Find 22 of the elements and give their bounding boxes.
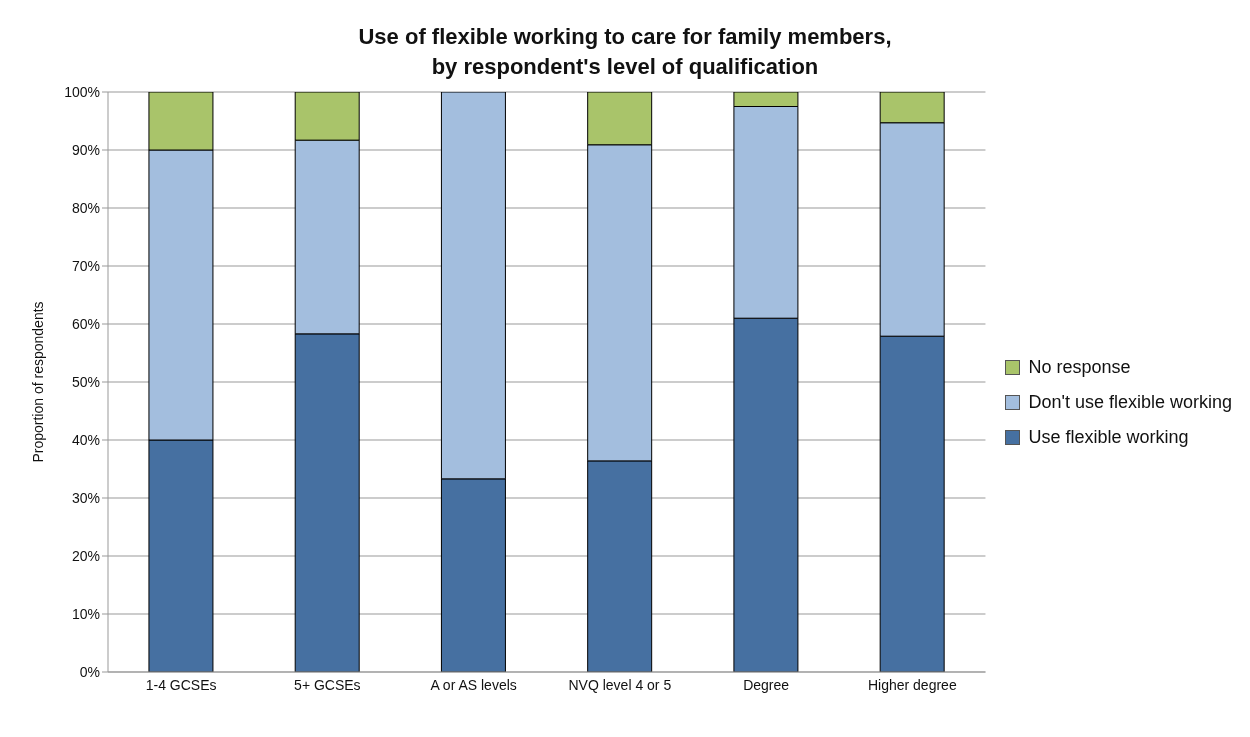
y-tick-label: 10% (71, 605, 100, 622)
x-tick-label: 1-4 GCSEs (145, 676, 217, 693)
x-tick-label: 5+ GCSEs (294, 676, 361, 693)
y-tick-label: 20% (71, 547, 100, 564)
y-axis-title: Proportion of respondents (29, 301, 46, 463)
y-tick-label: 80% (71, 199, 100, 216)
chart-title: Use of flexible working to care for family members, by respondent's level of qualification (357, 23, 893, 81)
y-tick-label: 50% (71, 373, 100, 390)
legend-label: Don't use flexible working (1028, 391, 1232, 413)
y-tick-label: 60% (71, 315, 100, 332)
y-tick-label: 90% (71, 141, 100, 158)
y-tick-label: 100% (64, 83, 100, 100)
y-tick-label: 70% (71, 257, 100, 274)
x-tick-label: Higher degree (867, 676, 957, 693)
x-tick-label: A or AS levels (430, 676, 517, 693)
y-tick-label: 40% (71, 431, 100, 448)
legend-label: Use flexible working (1028, 426, 1189, 448)
x-tick-label: NVQ level 4 or 5 (568, 676, 672, 693)
y-tick-label: 0% (79, 663, 100, 680)
y-tick-label: 30% (71, 489, 100, 506)
legend-label: No response (1028, 356, 1131, 378)
x-tick-label: Degree (743, 676, 790, 693)
